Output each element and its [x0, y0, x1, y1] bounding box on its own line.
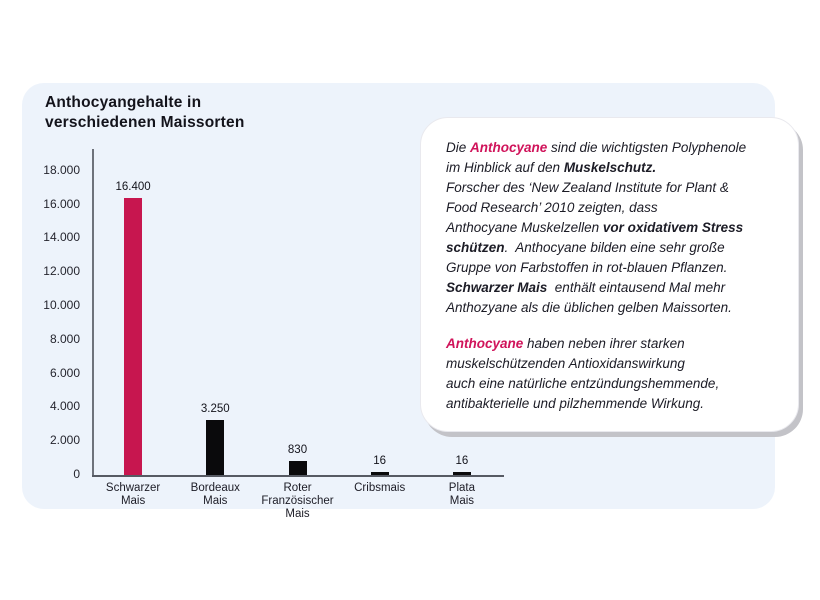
- info-paragraph: Anthocyane haben neben ihrer starken mus…: [446, 334, 773, 414]
- bar-value-label: 830: [287, 443, 308, 456]
- info-text: Muskelschutz.: [563, 160, 657, 175]
- bar-category-label: Schwarzer Mais: [105, 482, 161, 507]
- chart-title-line2: verschiedenen Maissorten: [45, 114, 245, 131]
- y-tick-label: 10.000: [43, 298, 80, 312]
- y-axis-line: [92, 149, 94, 476]
- y-tick-label: 0: [73, 467, 80, 481]
- bar-3: [288, 460, 307, 475]
- bar-category-label: Cribsmais: [354, 482, 406, 494]
- info-text: enthält eintausend Mal mehr Anthozyane a…: [446, 280, 732, 315]
- bar-4: [370, 471, 389, 475]
- info-card: Die Anthocyane sind die wichtigsten Poly…: [420, 117, 799, 432]
- y-tick-label: 8.000: [49, 331, 80, 346]
- y-tick-label: 4.000: [49, 399, 80, 414]
- chart-title: Anthocyangehalte in verschiedenen Maisso…: [45, 93, 245, 133]
- bar-value-label: 16: [373, 454, 387, 467]
- y-tick-label: 16.000: [43, 196, 80, 211]
- bar-category-label: Roter Französischer Mais: [261, 482, 334, 520]
- chart-title-line1: Anthocyangehalte in: [45, 94, 202, 111]
- bar-1: [124, 197, 143, 475]
- bar-category-label: Bordeaux Mais: [190, 482, 240, 507]
- bar-value-label: 16: [455, 454, 469, 467]
- info-text: vor oxidativem Stress schützen: [446, 220, 744, 255]
- y-tick-label: 2.000: [49, 433, 80, 448]
- info-text: Schwarzer Mais: [446, 280, 548, 295]
- bar-chart: 0 2.000 4.000 6.000 8.000 10.000 12.000 14.000 1…: [22, 83, 775, 520]
- bar-value-label: 3.250: [200, 403, 230, 416]
- bar-value-label: 16.400: [115, 180, 151, 193]
- bar-2: [206, 420, 225, 475]
- info-text: . Anthocyane bilden eine sehr große Grup…: [446, 240, 728, 275]
- x-axis-line: [92, 475, 504, 477]
- accent-text: Anthocyane: [446, 336, 524, 351]
- y-tick-label: 6.000: [49, 365, 80, 380]
- info-paragraph: Die Anthocyane sind die wichtigsten Poly…: [446, 138, 773, 318]
- bar-category-label: Plata Mais: [448, 482, 475, 507]
- info-text: Die: [446, 140, 471, 155]
- y-tick-label: 14.000: [43, 230, 80, 245]
- info-text: haben neben ihrer starken muskelschützen…: [446, 336, 720, 411]
- accent-text: Anthocyane: [470, 140, 548, 155]
- bar-5: [452, 471, 471, 475]
- info-text: Forscher des ‘New Zealand Institute for …: [446, 180, 729, 235]
- y-tick-label: 18.000: [43, 162, 80, 177]
- info-text: sind die wichtigsten Polyphenole im Hinb…: [446, 140, 747, 175]
- y-tick-label: 12.000: [43, 264, 80, 279]
